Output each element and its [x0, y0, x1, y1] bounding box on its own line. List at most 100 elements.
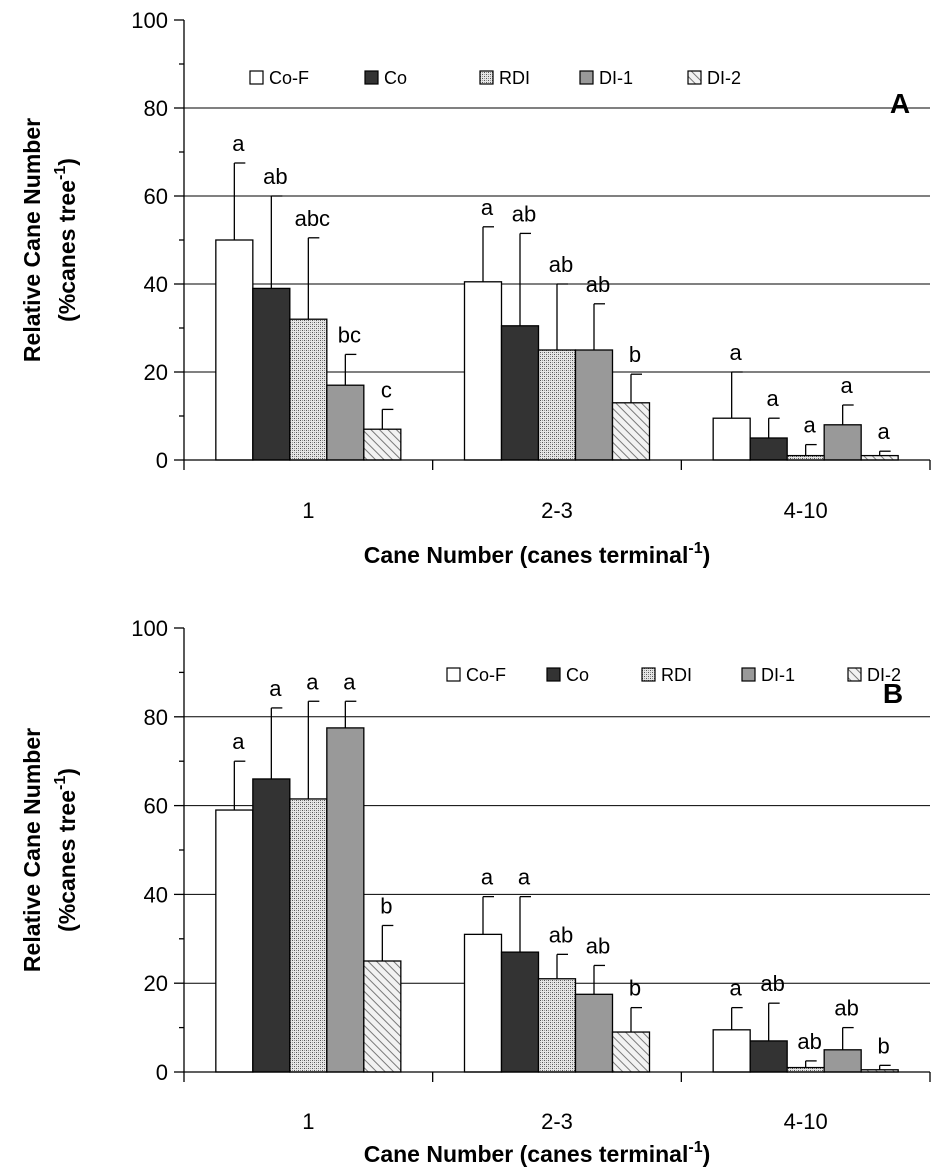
legend-label: DI-1	[599, 68, 633, 88]
significance-letter: a	[730, 976, 743, 1001]
legend-label: Co	[566, 665, 589, 685]
y-axis-label-close: )	[54, 158, 80, 166]
bar	[252, 778, 291, 1073]
y-axis-label-line2-text: (%canes tree	[54, 180, 80, 322]
significance-letter: ab	[586, 272, 610, 297]
y-axis-label-close: )	[54, 768, 80, 776]
panel-label: A	[890, 88, 910, 119]
bar	[786, 454, 825, 461]
legend-label: RDI	[661, 665, 692, 685]
significance-letter: b	[380, 893, 392, 918]
bar	[712, 1029, 751, 1073]
bar	[749, 437, 788, 461]
significance-letter: a	[841, 373, 854, 398]
legend-label: DI-2	[867, 665, 901, 685]
legend-swatch	[641, 667, 656, 682]
x-axis-label-text: Cane Number (canes terminal	[364, 1141, 689, 1167]
significance-letter: a	[232, 729, 245, 754]
bar	[215, 239, 254, 461]
x-axis-label: Cane Number (canes terminal-1)	[364, 1139, 711, 1167]
y-axis-label-superscript: -1	[52, 776, 69, 790]
y-tick-label: 20	[144, 971, 168, 996]
y-tick-label: 60	[144, 794, 168, 819]
significance-letter: a	[343, 669, 356, 694]
legend-swatch	[364, 70, 379, 85]
y-tick-label: 20	[144, 360, 168, 385]
significance-letter: b	[629, 976, 641, 1001]
bar	[289, 798, 328, 1073]
legend-swatch	[687, 70, 702, 85]
x-axis-label-close: )	[703, 542, 711, 568]
y-tick-label: 80	[144, 705, 168, 730]
significance-letter: ab	[549, 922, 573, 947]
significance-letter: ab	[760, 971, 784, 996]
significance-letter: b	[629, 342, 641, 367]
bar	[823, 1049, 862, 1073]
significance-letter: ab	[834, 996, 858, 1021]
bar	[611, 402, 651, 461]
y-tick-label: 40	[144, 882, 168, 907]
y-axis-label-line2: (%canes tree-1)	[52, 158, 80, 322]
series-co-f: a a a	[215, 131, 751, 461]
y-axis-label-line1: Relative Cane Number	[19, 728, 45, 972]
bar	[252, 287, 291, 461]
significance-letter: bc	[338, 322, 361, 347]
x-axis-label-superscript: -1	[688, 1139, 702, 1156]
series-di-2: b b b	[363, 893, 899, 1073]
bar	[326, 384, 365, 461]
y-axis-label-line1: Relative Cane Number	[19, 118, 45, 362]
bar	[500, 325, 540, 461]
significance-letter: a	[232, 131, 245, 156]
significance-letter: a	[878, 419, 891, 444]
y-axis-label: Relative Cane Number (%canes tree-1)	[19, 118, 80, 362]
bar	[289, 318, 328, 461]
bar	[712, 417, 751, 461]
y-tick-label: 80	[144, 96, 168, 121]
x-tick-label: 1	[302, 498, 314, 523]
bar	[786, 1066, 825, 1073]
bar	[363, 960, 402, 1073]
bar	[860, 454, 899, 461]
bar	[363, 428, 402, 461]
significance-letter: a	[269, 676, 282, 701]
significance-letter: a	[767, 386, 780, 411]
x-tick-label: 2-3	[541, 1109, 573, 1134]
legend: Co-F Co RDI DI-1 DI-2	[446, 665, 901, 685]
y-tick-label: 0	[156, 1060, 168, 1085]
bar	[463, 933, 503, 1073]
y-tick-label: 40	[144, 272, 168, 297]
x-axis-label-text: Cane Number (canes terminal	[364, 542, 689, 568]
significance-letter: a	[804, 413, 817, 438]
x-tick-label: 1	[302, 1109, 314, 1134]
legend-swatch	[741, 667, 756, 682]
x-tick-label: 4-10	[784, 1109, 828, 1134]
significance-letter: b	[878, 1033, 890, 1058]
y-tick-label: 0	[156, 448, 168, 473]
significance-letter: a	[518, 865, 531, 890]
legend: Co-F Co RDI DI-1 DI-2	[249, 68, 741, 88]
significance-letter: a	[730, 340, 743, 365]
significance-letter: ab	[586, 933, 610, 958]
y-tick-label: 100	[131, 616, 168, 641]
legend-label: Co	[384, 68, 407, 88]
axes: 0 20 40 60 80 100 1 2-3 4-10	[131, 616, 931, 1134]
legend-swatch	[249, 70, 264, 85]
bar	[574, 349, 614, 461]
bar	[749, 1040, 788, 1073]
legend-swatch	[579, 70, 594, 85]
bar	[537, 349, 577, 461]
bar	[823, 424, 862, 461]
legend-label: Co-F	[269, 68, 309, 88]
legend-label: DI-1	[761, 665, 795, 685]
x-tick-label: 4-10	[784, 498, 828, 523]
y-axis-label-line2: (%canes tree-1)	[52, 768, 80, 932]
legend-swatch	[479, 70, 494, 85]
legend-label: Co-F	[466, 665, 506, 685]
